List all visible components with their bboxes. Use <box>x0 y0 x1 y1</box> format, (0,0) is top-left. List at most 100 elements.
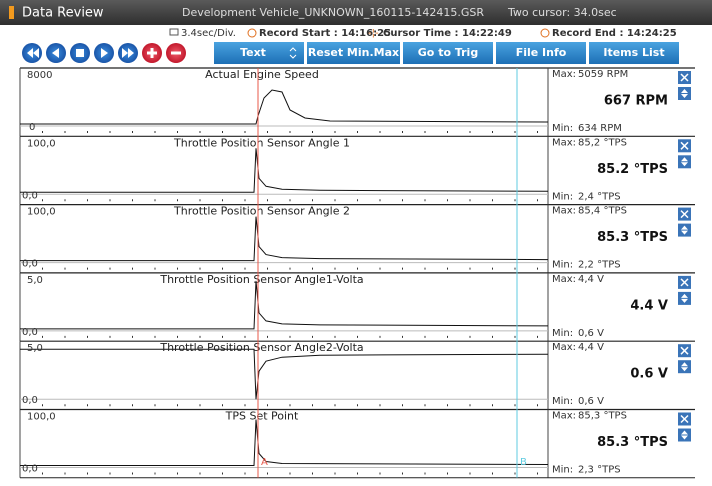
min-label: Min: <box>552 396 573 407</box>
cursor-icon: -¦- <box>368 28 379 39</box>
axis-bottom-label: 0,0 <box>22 190 38 201</box>
toolbar-button[interactable] <box>307 42 400 64</box>
prev-icon <box>52 48 59 58</box>
toolbar-button[interactable] <box>214 42 304 64</box>
max-label: Max: <box>552 137 576 148</box>
signal-name: Actual Engine Speed <box>205 68 319 81</box>
end-icon <box>540 28 550 38</box>
axis-top-label: 8000 <box>27 70 52 81</box>
signal-trace <box>20 348 549 400</box>
toolbar-button-label: File Info <box>516 46 567 59</box>
max-value: 5059 RPM <box>578 69 628 80</box>
signal-name: Throttle Position Sensor Angle 1 <box>173 136 350 149</box>
cursor-mode: Two cursor: 34.0sec <box>507 6 617 19</box>
axis-bottom-label: 0 <box>29 122 35 133</box>
expand-button[interactable] <box>678 360 691 374</box>
min-value: 2,4 °TPS <box>578 191 621 202</box>
time-scale: 3.4sec/Div. <box>181 28 236 39</box>
min-value: 2,3 °TPS <box>578 465 621 476</box>
close-icon <box>680 346 689 355</box>
expand-button[interactable] <box>678 155 691 169</box>
signal-name: TPS Set Point <box>225 410 299 423</box>
nav-buttons <box>22 43 186 63</box>
max-label: Max: <box>552 69 576 80</box>
plus-icon <box>147 48 157 58</box>
max-value: 4,4 V <box>578 274 604 285</box>
signal-trace <box>20 216 549 262</box>
axis-bottom-label: 0,0 <box>22 464 38 475</box>
fast-forward-icon <box>122 48 134 58</box>
title-bar <box>0 0 712 25</box>
max-value: 85,3 °TPS <box>578 411 627 422</box>
expand-icon <box>681 157 688 167</box>
signal-panel: 5,0 0,0 Throttle Position Sensor Angle2-Vo… <box>19 340 695 410</box>
axis-top-label: 100,0 <box>27 412 56 423</box>
min-value: 0,6 V <box>578 328 604 339</box>
expand-icon <box>681 362 688 372</box>
axis-top-label: 100,0 <box>27 138 56 149</box>
current-value: 85.2 °TPS <box>597 162 668 177</box>
toolbar-button-label: Go to Trig <box>418 46 478 59</box>
expand-button[interactable] <box>678 223 691 237</box>
stop-icon <box>76 49 84 57</box>
scale-icon <box>169 28 179 36</box>
app-title: Data Review <box>22 6 104 21</box>
signal-panel: 100,0 0,0 TPS Set Point Max: 85,3 °TPS 85.3 °… <box>19 408 695 478</box>
toolbar-button[interactable] <box>589 42 679 64</box>
toolbar-button[interactable] <box>496 42 586 64</box>
min-value: 634 RPM <box>578 123 622 134</box>
axis-bottom-label: 0,0 <box>22 327 38 338</box>
axis-bottom-label: 0,0 <box>22 395 38 406</box>
signal-panel: 5,0 0,0 Throttle Position Sensor Angle1-Vo… <box>19 272 695 342</box>
close-icon <box>680 73 689 82</box>
axis-bottom-label: 0,0 <box>22 259 38 270</box>
expand-icon <box>681 293 688 303</box>
close-icon <box>680 141 689 150</box>
cursor-a-label: A <box>261 457 268 468</box>
toolbar-button-label: Reset Min.Max <box>308 46 399 59</box>
min-label: Min: <box>552 328 573 339</box>
signal-name: Throttle Position Sensor Angle1-Volta <box>159 273 363 286</box>
app-icon <box>9 6 14 19</box>
start-icon <box>247 28 257 38</box>
signal-panel: 100,0 0,0 Throttle Position Sensor Angle 2… <box>19 204 695 273</box>
min-value: 0,6 V <box>578 396 604 407</box>
record-start: Record Start : 14:16:25 <box>259 28 391 39</box>
close-icon <box>680 278 689 287</box>
play-icon <box>101 48 108 58</box>
expand-icon <box>681 430 688 440</box>
signal-name: Throttle Position Sensor Angle2-Volta <box>159 341 363 354</box>
signal-panel: 100,0 0,0 Throttle Position Sensor Angle 1… <box>19 135 695 205</box>
current-value: 667 RPM <box>604 94 668 109</box>
toolbar-button[interactable] <box>403 42 493 64</box>
signal-name: Throttle Position Sensor Angle 2 <box>173 205 350 218</box>
close-icon <box>680 414 689 424</box>
current-value: 85.3 °TPS <box>597 435 668 450</box>
signal-panel: 8000 0 Actual Engine Speed Max: 5059 RPM 667 … <box>19 67 695 137</box>
axis-top-label: 100,0 <box>27 207 56 218</box>
current-value: 85.3 °TPS <box>597 230 668 245</box>
expand-button[interactable] <box>678 291 691 305</box>
toolbar-button-label: Text <box>240 46 266 59</box>
expand-button[interactable] <box>678 428 691 442</box>
max-label: Max: <box>552 342 576 353</box>
max-label: Max: <box>552 274 576 285</box>
toolbar-button-label: Items List <box>603 46 664 59</box>
expand-button[interactable] <box>678 87 691 100</box>
record-end: Record End : 14:24:25 <box>552 28 677 39</box>
min-value: 2,2 °TPS <box>578 260 621 271</box>
max-value: 85,4 °TPS <box>578 206 627 217</box>
min-label: Min: <box>552 123 573 134</box>
expand-icon <box>681 89 688 98</box>
max-value: 85,2 °TPS <box>578 137 627 148</box>
close-icon <box>680 210 689 219</box>
signal-trace <box>20 419 549 466</box>
max-value: 4,4 V <box>578 342 604 353</box>
max-label: Max: <box>552 411 576 422</box>
expand-icon <box>681 225 688 235</box>
axis-top-label: 5,0 <box>27 343 43 354</box>
cursor-b-label: B <box>520 457 527 468</box>
